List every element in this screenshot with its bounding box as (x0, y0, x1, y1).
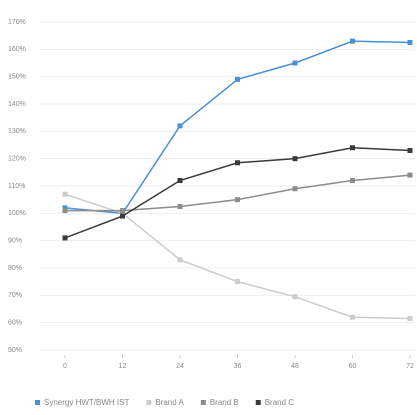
y-tick-label: 70% (8, 292, 22, 299)
series-line (64, 40, 411, 215)
x-tick-label: 60 (349, 363, 357, 370)
series-line (65, 174, 411, 212)
x-tick-label: 0 (63, 363, 67, 370)
x-tick-label: 12 (119, 363, 127, 370)
y-tick-label: 170% (8, 19, 26, 26)
point (120, 210, 125, 216)
y-tick-label: 100% (8, 210, 26, 217)
point (177, 204, 183, 209)
y-tick-label: 60% (8, 320, 22, 327)
point (235, 160, 240, 166)
point (350, 178, 355, 184)
x-tick-label: 36 (234, 363, 242, 370)
legend-label: Brand A (155, 398, 184, 407)
point (235, 279, 240, 285)
legend-swatch (255, 400, 261, 405)
y-tick-label: 160% (8, 46, 26, 53)
point (407, 147, 413, 153)
y-tick-label: 120% (8, 156, 26, 163)
legend-label: Brand C (265, 398, 295, 407)
legend-swatch (35, 400, 40, 405)
point (407, 40, 413, 45)
point (407, 316, 413, 322)
point (407, 172, 413, 178)
legend-label: Synergy HWT/BWH IST (44, 398, 129, 407)
legend-swatch (146, 400, 152, 405)
legend: Synergy HWT/BWH IST Brand A Brand B Brand C (35, 398, 294, 407)
y-tick-label: 150% (8, 74, 26, 81)
y-tick-label: 50% (8, 347, 22, 354)
point (120, 208, 125, 214)
point (350, 38, 355, 44)
point (235, 197, 240, 203)
point (350, 145, 355, 151)
legend-label: Brand B (210, 398, 239, 407)
point (62, 205, 68, 211)
y-tick-label: 140% (8, 101, 26, 108)
y-tick-label: 110% (8, 183, 25, 190)
point (177, 257, 183, 263)
point (62, 191, 68, 197)
x-tick-label: 72 (406, 363, 414, 370)
point (235, 76, 240, 82)
x-tick-label: 24 (176, 363, 184, 370)
y-tick-label: 90% (8, 238, 22, 245)
point (177, 123, 183, 129)
legend-swatch (200, 400, 206, 405)
point (350, 314, 355, 320)
point (292, 186, 298, 192)
point (292, 294, 298, 300)
y-tick-label: 80% (8, 265, 22, 272)
point (292, 60, 298, 66)
point (120, 213, 125, 219)
point (292, 156, 298, 162)
point (177, 178, 183, 184)
point (62, 235, 68, 241)
y-tick-label: 130% (8, 128, 26, 135)
x-tick-label: 48 (291, 363, 299, 370)
point (62, 208, 68, 214)
